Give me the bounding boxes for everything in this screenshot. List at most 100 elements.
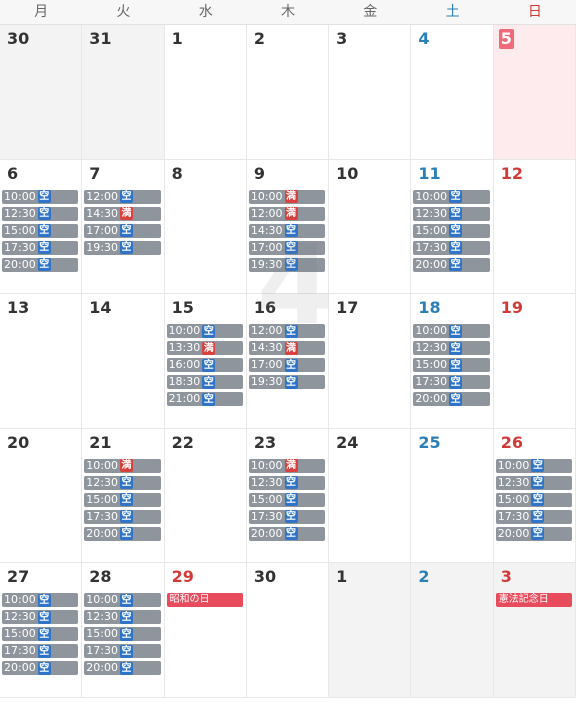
time-slot[interactable]: 20:00 空	[84, 661, 161, 675]
slot-time: 12:30	[250, 475, 283, 489]
day-cell[interactable]: 8	[164, 159, 247, 294]
time-slot[interactable]: 15:00 空	[84, 492, 161, 507]
time-slot[interactable]: 10:00 空	[166, 324, 243, 338]
day-cell[interactable]: 12	[493, 159, 576, 294]
time-slot[interactable]: 10:00 空	[413, 324, 490, 338]
time-slot[interactable]: 20:00 空	[84, 526, 161, 541]
time-slot[interactable]: 21:00 空	[166, 392, 243, 406]
day-cell[interactable]: 3 憲法記念日	[493, 563, 576, 698]
day-cell[interactable]: 27 10:00 空 12:30 空 15:00 空 17:30 空 20:00 空	[0, 563, 83, 698]
day-cell[interactable]: 31	[82, 25, 165, 160]
time-slot[interactable]: 17:30 空	[2, 644, 79, 658]
day-cell[interactable]: 30	[246, 563, 330, 698]
day-cell[interactable]: 18 10:00 空 12:30 空 15:00 空 17:30 空 20:00 空	[411, 294, 494, 429]
day-cell[interactable]: 17	[329, 294, 412, 429]
time-slot[interactable]: 19:30 空	[248, 257, 326, 272]
time-slot[interactable]: 13:30 満	[166, 341, 243, 355]
day-cell[interactable]: 15 10:00 空 13:30 満 16:00 空 18:30 空 21:00 空	[164, 294, 247, 429]
time-slot[interactable]: 15:00 空	[84, 627, 161, 641]
day-cell[interactable]: 26 10:00 空 12:30 空 15:00 空 17:30 空 20:00 空	[493, 428, 576, 563]
time-slot[interactable]: 20:00 空	[2, 257, 79, 272]
time-slot[interactable]: 20:00 空	[495, 526, 572, 541]
time-slot[interactable]: 17:00 空	[248, 240, 326, 255]
day-cell[interactable]: 14	[82, 294, 165, 429]
time-slot[interactable]: 17:30 空	[248, 509, 326, 524]
time-slot[interactable]: 20:00 空	[413, 257, 490, 272]
time-slot[interactable]: 14:30 満	[84, 206, 161, 221]
time-slot[interactable]: 12:00 空	[84, 189, 161, 204]
time-slot[interactable]: 10:00 空	[413, 189, 490, 204]
time-slot[interactable]: 20:00 空	[2, 661, 79, 675]
day-cell[interactable]: 22	[164, 428, 247, 563]
time-slot[interactable]: 17:00 空	[84, 223, 161, 238]
time-slot[interactable]: 17:30 空	[84, 644, 161, 658]
time-slot[interactable]: 12:30 空	[495, 475, 572, 490]
day-cell[interactable]: 25	[411, 428, 494, 563]
time-slot[interactable]: 15:00 空	[495, 492, 572, 507]
day-cell[interactable]: 21 10:00 満 12:30 空 15:00 空 17:30 空 20:00 空	[82, 428, 165, 563]
slot-time: 10:00	[415, 324, 448, 337]
time-slot[interactable]: 20:00 空	[248, 526, 326, 541]
time-slot[interactable]: 18:30 空	[166, 375, 243, 389]
day-cell[interactable]: 24	[329, 428, 412, 563]
day-cell[interactable]: 1	[164, 25, 247, 160]
day-cell[interactable]: 9 10:00 満 12:00 満 14:30 空 17:00 空 19:30 空	[246, 159, 330, 294]
time-slot[interactable]: 10:00 空	[2, 593, 79, 607]
time-slot[interactable]: 12:30 空	[413, 206, 490, 221]
slot-time: 10:00	[4, 189, 36, 203]
day-cell[interactable]: 7 12:00 空 14:30 満 17:00 空 19:30 空	[82, 159, 165, 294]
time-slot[interactable]: 12:30 空	[2, 610, 79, 624]
time-slot[interactable]: 10:00 空	[2, 189, 79, 204]
day-cell[interactable]: 13	[0, 294, 83, 429]
time-slot[interactable]: 15:00 空	[2, 223, 79, 238]
time-slot[interactable]: 15:00 空	[248, 492, 326, 507]
day-cell[interactable]: 2	[411, 563, 494, 698]
time-slot[interactable]: 15:00 空	[413, 358, 490, 372]
day-cell[interactable]: 29 昭和の日	[164, 563, 247, 698]
vacant-badge: 空	[37, 224, 51, 237]
holiday-label: 昭和の日	[166, 593, 243, 607]
day-cell[interactable]: 19	[493, 294, 576, 429]
time-slot[interactable]: 10:00 満	[84, 458, 161, 473]
time-slot[interactable]: 10:00 空	[495, 458, 572, 473]
day-cell[interactable]: 30	[0, 25, 83, 160]
time-slot[interactable]: 12:00 満	[248, 206, 326, 221]
day-cell[interactable]: 6 10:00 空 12:30 空 15:00 空 17:30 空 20:00 空	[0, 159, 83, 294]
day-cell[interactable]: 1	[329, 563, 412, 698]
time-slot[interactable]: 12:30 空	[84, 475, 161, 490]
time-slot[interactable]: 16:00 空	[166, 358, 243, 372]
day-cell[interactable]: 28 10:00 空 12:30 空 15:00 空 17:30 空 20:00 空	[82, 563, 165, 698]
time-slot[interactable]: 10:00 満	[248, 189, 326, 204]
day-cell[interactable]: 11 10:00 空 12:30 空 15:00 空 17:30 空 20:00 空	[411, 159, 494, 294]
time-slot[interactable]: 17:30 空	[413, 375, 490, 389]
day-cell[interactable]: 5	[493, 25, 576, 160]
time-slot[interactable]: 17:30 空	[84, 509, 161, 524]
time-slot[interactable]: 14:30 空	[248, 223, 326, 238]
time-slot[interactable]: 17:30 空	[413, 240, 490, 255]
time-slot[interactable]: 19:30 空	[248, 375, 326, 389]
time-slot[interactable]: 17:30 空	[495, 509, 572, 524]
time-slot[interactable]: 17:00 空	[248, 358, 326, 372]
day-cell[interactable]: 16 12:00 空 14:30 満 17:00 空 19:30 空	[246, 294, 330, 429]
time-slot[interactable]: 12:30 空	[2, 206, 79, 221]
time-slot[interactable]: 17:30 空	[2, 240, 79, 255]
time-slot[interactable]: 15:00 空	[2, 627, 79, 641]
time-slot[interactable]: 19:30 空	[84, 240, 161, 255]
time-slot[interactable]: 12:00 空	[248, 324, 326, 338]
time-slot[interactable]: 20:00 空	[413, 392, 490, 406]
time-slot[interactable]: 12:30 空	[248, 475, 326, 490]
day-cell[interactable]: 4	[411, 25, 494, 160]
day-cell[interactable]: 10	[329, 159, 412, 294]
day-cell[interactable]: 23 10:00 満 12:30 空 15:00 空 17:30 空 20:00 空	[246, 428, 330, 563]
time-slot[interactable]: 15:00 空	[413, 223, 490, 238]
time-slot[interactable]: 12:30 空	[84, 610, 161, 624]
slot-time: 17:30	[415, 240, 448, 254]
vacant-badge: 空	[37, 241, 51, 254]
day-cell[interactable]: 20	[0, 428, 83, 563]
time-slot[interactable]: 10:00 空	[84, 593, 161, 607]
time-slot[interactable]: 12:30 空	[413, 341, 490, 355]
time-slot[interactable]: 10:00 満	[248, 458, 326, 473]
time-slot[interactable]: 14:30 満	[248, 341, 326, 355]
day-cell[interactable]: 2	[246, 25, 330, 160]
day-cell[interactable]: 3	[329, 25, 412, 160]
